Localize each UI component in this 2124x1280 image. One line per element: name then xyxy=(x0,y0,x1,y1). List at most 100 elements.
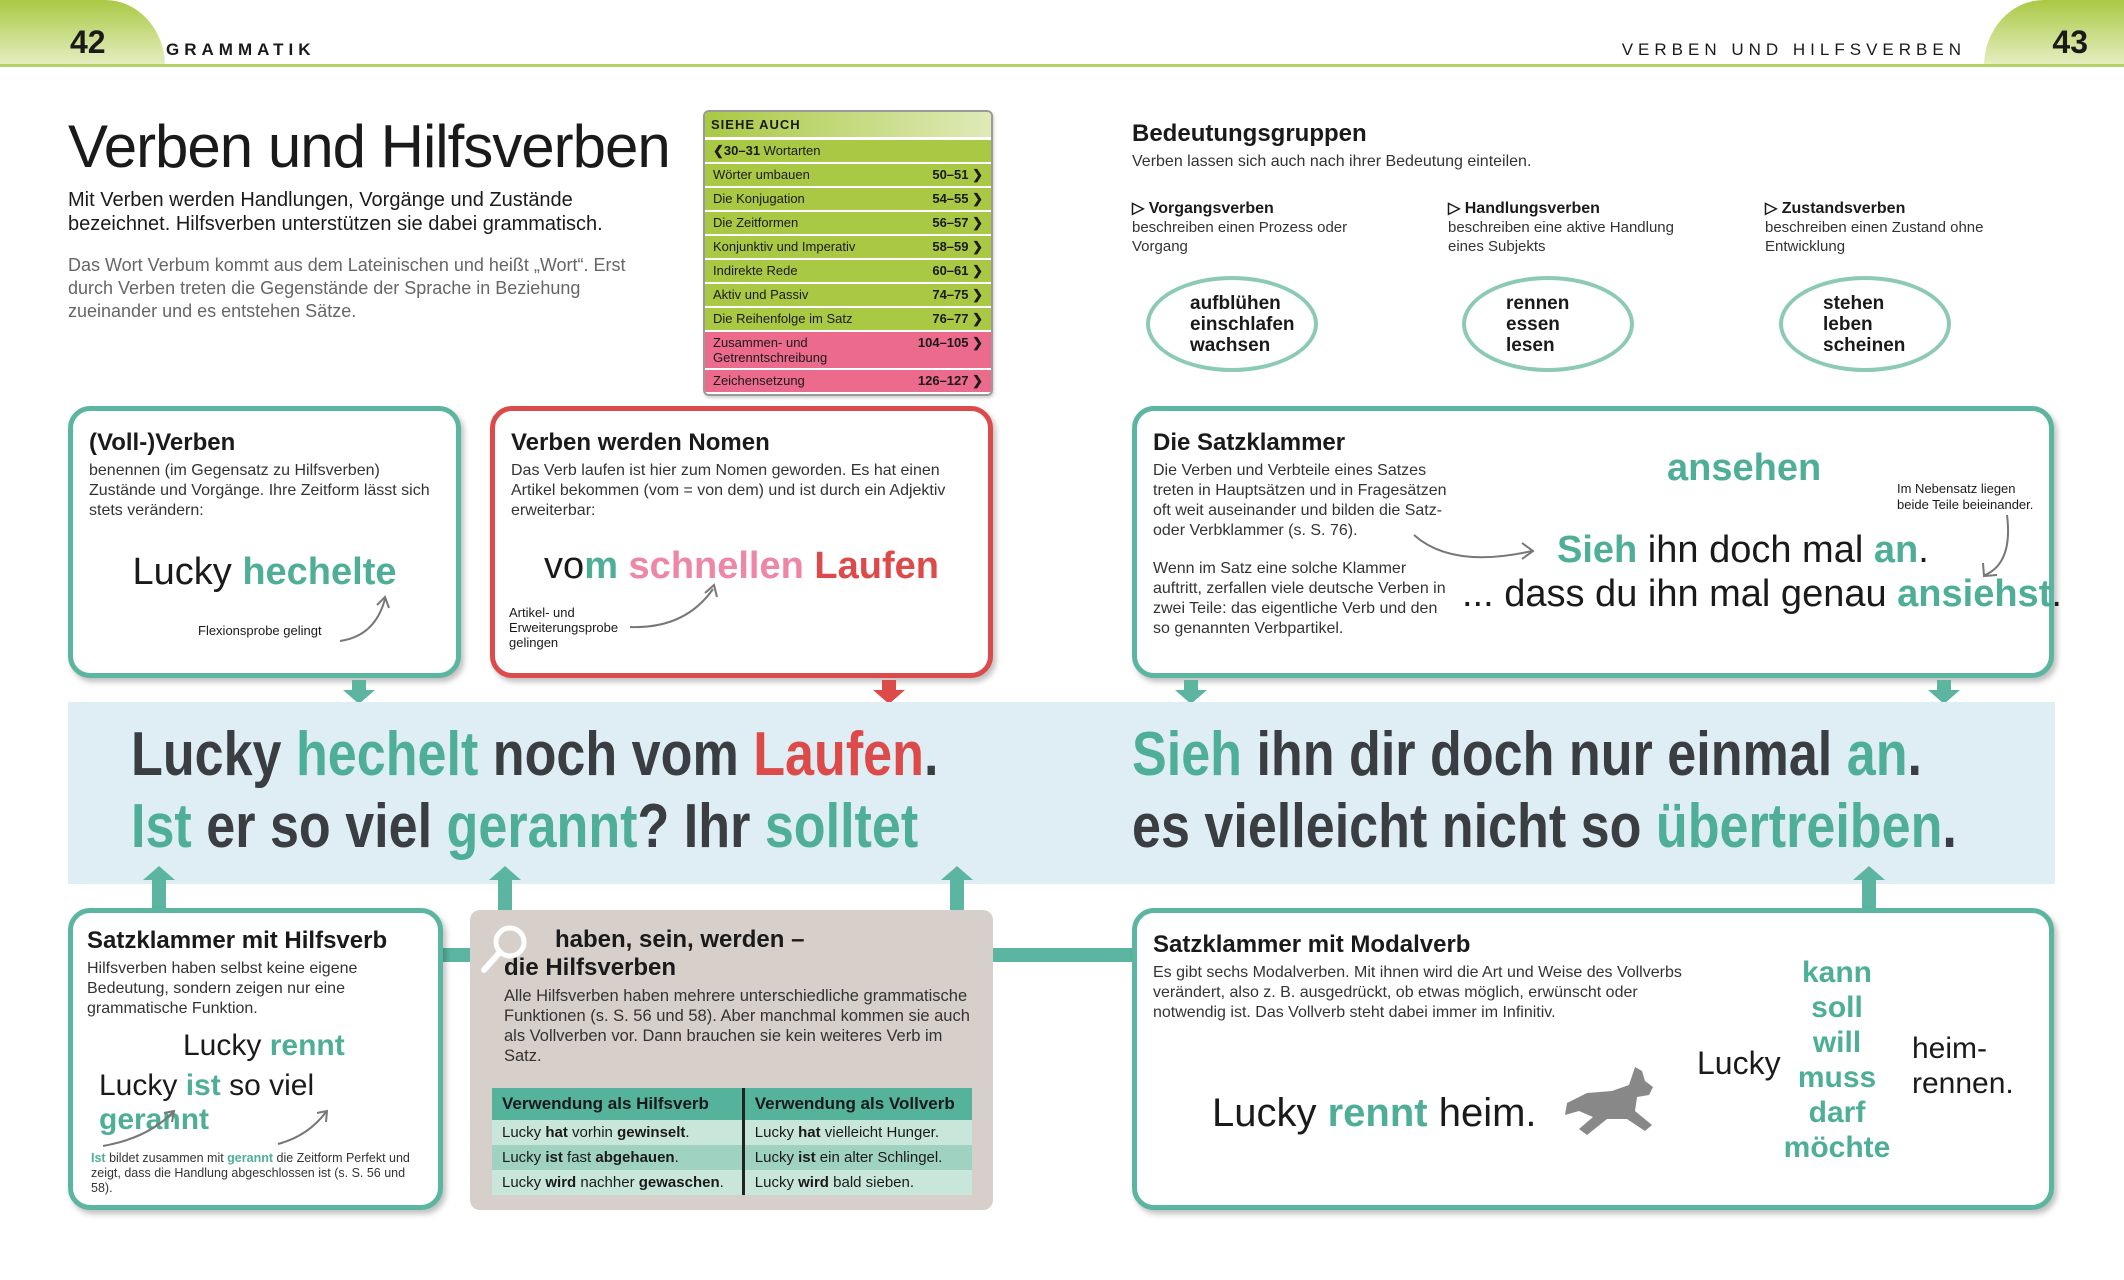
curved-arrow-icon xyxy=(102,1109,329,1147)
text-segment: Lucky xyxy=(754,1174,799,1191)
bracket-line-2: ... dass du ihn mal genau ansiehst. xyxy=(1462,573,2062,616)
intro-lead: Mit Verben werden Handlungen, Vorgänge u… xyxy=(68,189,603,235)
text-segment: Lucky xyxy=(132,551,243,593)
aux-title-line-2: die Hilfsverben xyxy=(504,954,677,981)
bracket-box: Die Satzklammer Die Verben und Verbteile… xyxy=(1132,406,2062,678)
text-segment: ist xyxy=(185,1069,221,1102)
see-also-link[interactable]: Die Reihenfolge im Satz 76–77 ❯ xyxy=(705,308,991,332)
see-also-link[interactable]: Konjunktiv und Imperativ 58–59 ❯ xyxy=(705,236,991,260)
text-segment: rennt xyxy=(1327,1091,1428,1135)
group-desc: beschreiben eine aktive Handlung eines S… xyxy=(1448,219,1674,255)
modal-verb: soll xyxy=(1811,991,1863,1024)
aux-bracket-box: Satzklammer mit Hilfsverb Hilfsverben ha… xyxy=(68,908,443,1210)
nominal-example: vom schnellen Laufen xyxy=(511,545,972,588)
text-segment: ihn doch mal xyxy=(1637,529,1874,571)
see-also-link[interactable]: Indirekte Rede 60–61 ❯ xyxy=(705,260,991,284)
modal-rest: heim- rennen. xyxy=(1912,1031,2014,1101)
nominal-annotation: Artikel- und Erweiterungsprobe gelingen xyxy=(509,605,619,650)
page-title: Verben und Hilfsverben xyxy=(68,113,671,180)
header-rule xyxy=(0,64,2124,67)
text-segment: heim. xyxy=(1427,1091,1537,1135)
text-segment: bald sieben. xyxy=(828,1174,915,1191)
text-segment: noch vom xyxy=(478,720,754,789)
band-left-line-1: Lucky hechelt noch vom Laufen. xyxy=(131,718,1092,792)
connector xyxy=(152,880,166,910)
curved-arrow-icon xyxy=(629,583,718,629)
text-segment: Lucky xyxy=(502,1124,546,1141)
see-also-link[interactable]: Die Konjugation 54–55 ❯ xyxy=(705,188,991,212)
text-segment: . xyxy=(1907,720,1922,789)
see-also-label: Aktiv und Passiv xyxy=(713,287,809,302)
text-segment: ihn dir doch nur einmal xyxy=(1241,720,1847,789)
text-segment: gewaschen xyxy=(638,1174,720,1191)
band-right-line-2: es vielleicht nicht so übertreiben. xyxy=(1132,790,2114,864)
example-band xyxy=(68,702,2055,884)
text-segment: Ist xyxy=(131,792,192,861)
text-segment: Sieh xyxy=(1557,529,1638,571)
text-segment: m xyxy=(584,545,629,587)
see-also-link[interactable]: Die Zeitformen 56–57 ❯ xyxy=(705,212,991,236)
curved-arrow-icon xyxy=(1982,514,2009,578)
text-segment: so viel xyxy=(220,1069,315,1102)
group-word: einschlafen xyxy=(1190,313,1295,335)
text-segment: Lucky xyxy=(183,1029,270,1062)
text-segment: hat xyxy=(545,1124,568,1141)
text-segment: Laufen xyxy=(753,720,924,789)
text-segment: fast xyxy=(562,1149,596,1166)
full-verbs-box: (Voll-)Verben benennen (im Gegensatz zu … xyxy=(68,406,461,678)
text-segment: gewinselt xyxy=(617,1124,686,1141)
see-also-back-link[interactable]: ❮30–31 Wortarten xyxy=(705,140,991,164)
text-segment: es vielleicht nicht so xyxy=(1132,792,1656,861)
table-row: Lucky ist fast abgehauen. Lucky ist ein a… xyxy=(492,1145,972,1170)
text-segment: Lucky xyxy=(131,720,296,789)
text-segment: vielleicht Hunger. xyxy=(820,1124,940,1141)
cell-full: Lucky hat vielleicht Hunger. xyxy=(743,1120,972,1145)
nominal-box: Verben werden Nomen Das Verb laufen ist … xyxy=(490,406,993,678)
aux-bracket-title: Satzklammer mit Hilfsverb xyxy=(87,927,388,954)
see-also-back-pages: ❮30–31 xyxy=(713,143,761,158)
arrow-down-icon xyxy=(1175,690,1207,704)
see-also-back-label: Wortarten xyxy=(763,143,821,158)
see-also-pages: 60–61 ❯ xyxy=(932,263,983,278)
modal-rest-1: heim- xyxy=(1912,1032,1988,1065)
see-also-label: Die Zeitformen xyxy=(713,215,799,230)
text-segment: an xyxy=(1873,529,1919,571)
connector xyxy=(950,880,964,910)
see-also-link[interactable]: Aktiv und Passiv 74–75 ❯ xyxy=(705,284,991,308)
connector xyxy=(882,680,896,692)
section-title-right: VERBEN UND HILFSVERBEN xyxy=(1621,40,1966,59)
see-also-label: Die Konjugation xyxy=(713,191,805,206)
see-also-link[interactable]: Wörter umbauen 50–51 ❯ xyxy=(705,164,991,188)
header-tab-left xyxy=(0,0,165,66)
text-segment: vo xyxy=(544,545,585,587)
table-row: Lucky wird nachher gewaschen. Lucky wird … xyxy=(492,1170,972,1195)
connector xyxy=(1862,880,1876,910)
see-also-pages: 74–75 ❯ xyxy=(932,287,983,302)
see-also-pages: 58–59 ❯ xyxy=(932,239,983,254)
see-also-pages: 50–51 ❯ xyxy=(932,167,983,182)
bracket-title: Die Satzklammer xyxy=(1153,429,1346,456)
text-segment: . xyxy=(923,720,939,789)
meaning-group: ▷ Vorgangsverben beschreiben einen Prozes… xyxy=(1132,198,1372,256)
see-also-label: Konjunktiv und Imperativ xyxy=(713,239,856,254)
text-segment: . xyxy=(674,1149,679,1166)
modal-verb: muss xyxy=(1797,1061,1877,1094)
modal-subject: Lucky xyxy=(1697,1045,1781,1081)
cell-full: Lucky ist ein alter Schlingel. xyxy=(743,1145,972,1170)
aux-bracket-text: Hilfsverben haben selbst keine eigene Be… xyxy=(87,960,358,1017)
text-segment: bildet zusammen mit xyxy=(105,1151,228,1165)
see-also-link[interactable]: Zusammen- und Getrenntschreibung 104–105 … xyxy=(705,332,991,370)
see-also-link[interactable]: Zeichensetzung 126–127 ❯ xyxy=(705,370,991,394)
connector xyxy=(1184,680,1198,692)
meaning-title: Bedeutungsgruppen xyxy=(1132,120,1367,147)
text-segment: wird xyxy=(545,1174,577,1191)
group-word: lesen xyxy=(1506,334,1555,356)
aux-bracket-example-1: Lucky rennt xyxy=(183,1029,424,1063)
cell-aux: Lucky hat vorhin gewinselt. xyxy=(492,1120,745,1145)
group-word: aufblühen xyxy=(1190,292,1281,314)
band-left-line-2: Ist er so viel gerannt? Ihr solltet xyxy=(131,790,1068,864)
group-word: stehen xyxy=(1823,292,1885,314)
see-also-pages: 76–77 ❯ xyxy=(932,311,983,326)
text-segment: ist xyxy=(798,1149,816,1166)
col-header-aux: Verwendung als Hilfsverb xyxy=(492,1088,745,1120)
